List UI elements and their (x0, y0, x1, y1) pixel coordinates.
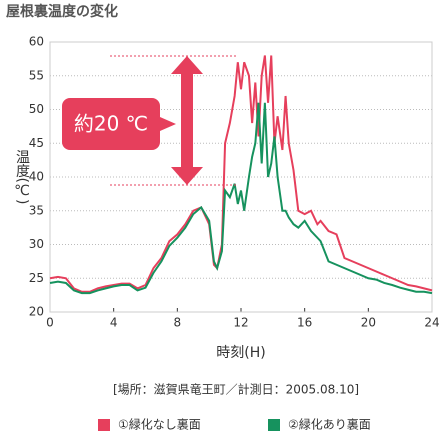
x-tick-label: 12 (233, 316, 248, 330)
plot-frame (49, 41, 433, 313)
legend-swatch (98, 419, 110, 431)
callout-pointer (160, 117, 176, 131)
x-tick-label: 16 (297, 316, 312, 330)
y-tick-label: 25 (29, 271, 44, 285)
legend-swatch (268, 419, 280, 431)
y-tick-label: 55 (29, 68, 44, 82)
arrow (171, 56, 203, 185)
y-tick-label: 35 (29, 203, 44, 217)
series-line (49, 102, 433, 295)
x-tick-label: 20 (361, 316, 376, 330)
x-tick-label: 4 (110, 316, 118, 330)
x-tick-label: 0 (46, 316, 54, 330)
plot: 20 25 30 35 40 45 50 55 60 0 4 8 12 16 20 24 ①緑化なし裏面 ②緑化あ… (29, 35, 440, 432)
note: [場所：滋賀県竜王町／計測日：2005.08.10] (113, 382, 359, 397)
annotation: 約20 ℃ (74, 112, 148, 136)
legend-label: ②緑化あり裏面 (288, 417, 371, 432)
x-tick-label: 8 (174, 316, 182, 330)
chart-title: 屋根裏温度の変化 (6, 3, 118, 20)
y-tick-label: 40 (29, 170, 44, 184)
y-tick-label: 50 (29, 102, 44, 116)
series-line (49, 55, 433, 293)
x-tick-label: 24 (424, 316, 439, 330)
x-axis-label: 時刻(H) (216, 345, 265, 361)
y-tick-label: 45 (29, 136, 44, 150)
legend-label: ①緑化なし裏面 (118, 417, 201, 432)
y-tick-label: 20 (29, 305, 44, 319)
callout-box (62, 98, 160, 150)
y-tick-label: 30 (29, 237, 44, 251)
y-tick-label: 60 (29, 35, 44, 49)
y-axis-label: 温度(℃) (14, 150, 30, 205)
